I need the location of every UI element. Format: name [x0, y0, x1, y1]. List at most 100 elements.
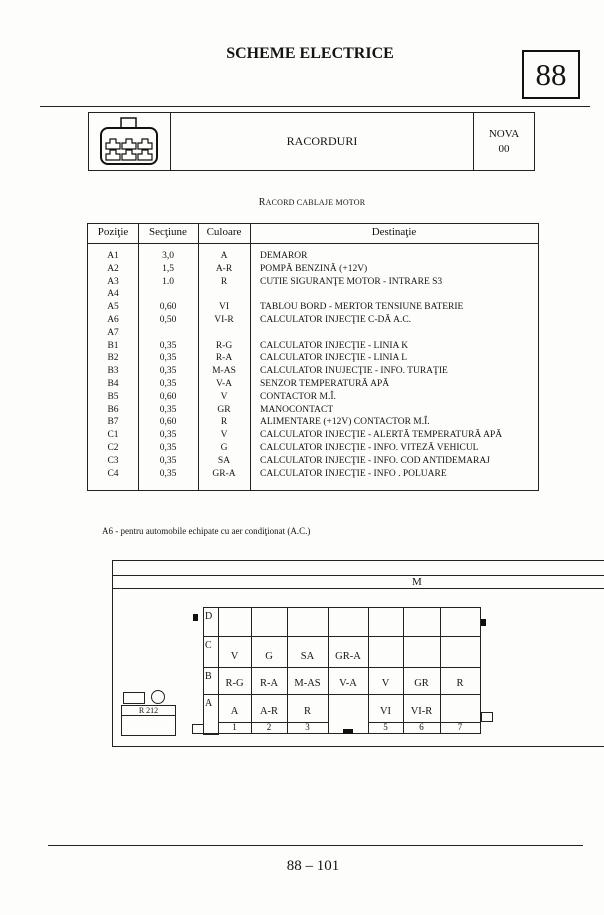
pin-color-label: V — [381, 678, 390, 689]
row-color: VI-R — [214, 314, 234, 325]
connector-icon — [89, 113, 171, 170]
row-position: C3 — [107, 455, 119, 466]
row-color: M-AS — [212, 366, 236, 377]
table-row: A1 3,0 A DEMAROR — [88, 250, 538, 263]
relay-label: R 212 — [122, 706, 175, 716]
pin-number: 1 — [232, 722, 237, 732]
column-divider — [198, 224, 251, 490]
table-row: B6 0,35 GR MANOCONTACT — [88, 404, 538, 417]
pin-cell — [328, 607, 369, 637]
pin-cell — [287, 607, 329, 637]
row-position: A2 — [107, 263, 119, 274]
pin-color-label: VI-R — [410, 706, 433, 717]
row-color: SA — [217, 455, 231, 466]
table-row: B5 0,60 V CONTACTOR M.Î. — [88, 391, 538, 404]
row-position: A1 — [107, 251, 119, 261]
row-section: 0,60 — [159, 302, 177, 313]
table-row: B2 0,35 R-A CALCULATOR INJECŢIE - LINIA L — [88, 352, 538, 365]
chapter-number-box: 88 — [522, 50, 580, 99]
pin-cell-blank — [328, 694, 369, 734]
row-color: A-R — [215, 263, 233, 274]
table-body: A1 3,0 A DEMAROR A2 1,5 A-R POMPĂ BENZINĂ (+12V… — [88, 250, 538, 480]
table-header: Poziţie Secţiune Culoare Destinaţie — [88, 224, 538, 244]
column-divider — [138, 224, 199, 490]
pin-cell — [368, 636, 404, 668]
pin-color-label: R-G — [225, 678, 244, 689]
row-destination: CALCULATOR INJECŢIE - LINIA K — [260, 340, 409, 351]
pin-cell — [440, 636, 481, 668]
row-destination: CALCULATOR INJECŢIE - INFO. COD ANTIDEMA… — [260, 455, 490, 466]
pin-color-label: R-A — [259, 678, 279, 689]
row-color: V — [220, 391, 228, 402]
row-destination: CALCULATOR INJECŢIE - ALERTĂ TEMPERATURĂ… — [260, 430, 503, 441]
row-destination: MANOCONTACT — [260, 404, 334, 415]
latch-right — [481, 619, 486, 626]
pin-color-label: V-A — [339, 678, 357, 689]
pin-color-label: R — [303, 706, 311, 717]
wiring-table: Poziţie Secţiune Culoare Destinaţie A1 3,… — [87, 223, 539, 491]
row-position: B5 — [107, 391, 119, 402]
page-number: 88 – 101 — [286, 858, 340, 874]
row-section: 0,35 — [159, 378, 177, 389]
row-position: A7 — [107, 327, 119, 338]
pin-cell — [403, 607, 441, 637]
row-destination: CALCULATOR INJECŢIE - INFO . POLUARE — [260, 468, 447, 479]
subtitle-initial: R — [258, 197, 266, 208]
row-destination: CALCULATOR INJECŢIE - LINIA L — [260, 353, 408, 364]
table-row: B1 0,35 R-G CALCULATOR INJECŢIE - LINIA K — [88, 340, 538, 353]
row-section: 0,60 — [159, 417, 177, 428]
table-row: A3 1.0 R CUTIE SIGURANŢE MOTOR - INTRARE S3 — [88, 276, 538, 289]
pin-number: 7 — [457, 722, 463, 732]
row-position: A6 — [107, 314, 119, 325]
row-destination: DEMAROR — [260, 251, 308, 261]
table-row: B4 0,35 V-A SENZOR TEMPERATURĂ APĂ — [88, 378, 538, 391]
pin-number: 6 — [419, 722, 424, 732]
row-color: V-A — [215, 378, 232, 389]
pin-cell — [440, 607, 481, 637]
pin-cell — [403, 636, 441, 668]
row-color: R — [220, 417, 228, 428]
row-position: B4 — [107, 378, 119, 389]
table-row: B3 0,35 M-AS CALCULATOR INUJECŢIE - INFO. T… — [88, 365, 538, 378]
row-position: C2 — [107, 442, 119, 453]
harness-label: M — [412, 576, 422, 588]
header-divider — [40, 106, 590, 107]
diagram-line — [112, 588, 604, 589]
row-section: 3,0 — [162, 251, 174, 261]
pin-color-label: G — [265, 651, 273, 662]
row-destination: POMPĂ BENZINĂ (+12V) — [260, 263, 368, 274]
row-position: B1 — [107, 340, 119, 351]
pin-cell — [251, 607, 288, 637]
row-color: R-G — [215, 340, 233, 351]
pin-color-label: M-AS — [294, 678, 321, 689]
row-color: V — [220, 430, 228, 441]
header-culoare: Culoare — [206, 226, 242, 238]
table-row: A5 0,60 VI TABLOU BORD - MERTOR TENSIUNE BA… — [88, 301, 538, 314]
row-position: B2 — [107, 353, 119, 364]
footnote: A6 - pentru automobile echipate cu aer c… — [102, 526, 311, 536]
pin-number-cell — [440, 722, 481, 734]
key-notch — [343, 729, 353, 734]
row-destination: CALCULATOR INJECŢIE - INFO. VITEZĂ VEHIC… — [260, 442, 479, 453]
row-position: B7 — [107, 417, 119, 428]
diagram-outline — [112, 560, 604, 747]
row-position: B6 — [107, 404, 119, 415]
table-row: A6 0,50 VI-R CALCULATOR INJECŢIE C-DĂ A.C. — [88, 314, 538, 327]
table-row: B7 0,60 R ALIMENTARE (+12V) CONTACTOR M.Î. — [88, 416, 538, 429]
row-section: 0,35 — [159, 340, 177, 351]
row-position: B3 — [107, 366, 119, 377]
pin-color-label: A-R — [259, 706, 279, 717]
row-section: 0,35 — [159, 366, 177, 377]
pin-cell — [440, 694, 481, 723]
pin-color-label: GR-A — [335, 651, 361, 662]
row-color: VI — [218, 302, 230, 313]
row-color: G — [220, 442, 228, 453]
row-destination: SENZOR TEMPERATURĂ APĂ — [260, 378, 390, 389]
row-section: 1,5 — [162, 263, 174, 274]
pin-number: 3 — [305, 722, 310, 732]
table-row: C3 0,35 SA CALCULATOR INJECŢIE - INFO. COD … — [88, 455, 538, 468]
latch-left — [193, 614, 198, 621]
pin-color-label: VI — [379, 706, 392, 717]
table-row: C1 0,35 V CALCULATOR INJECŢIE - ALERTĂ TEMP… — [88, 429, 538, 442]
